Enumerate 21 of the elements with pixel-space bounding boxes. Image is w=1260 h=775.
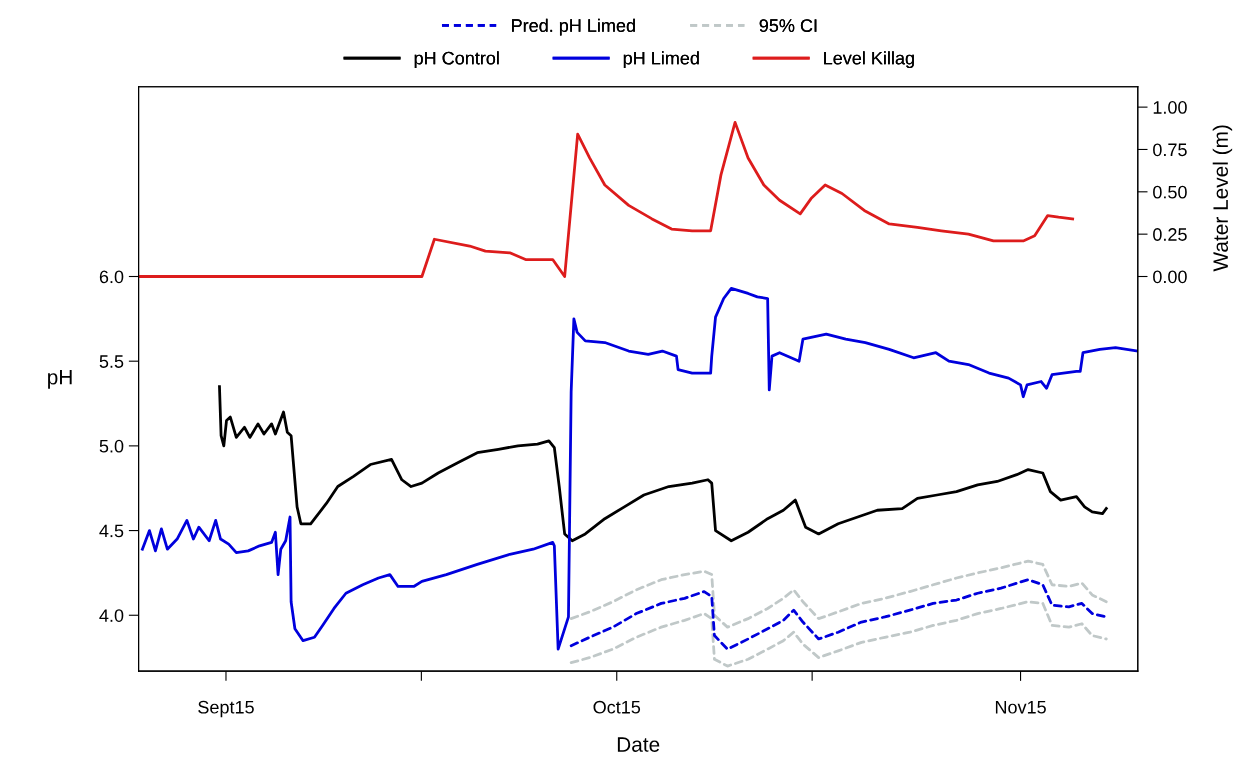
x-tick-label: Sept15 — [198, 700, 254, 718]
y2-axis-title: Water Level (m) — [1212, 125, 1233, 272]
y-tick-label: 4.0 — [99, 609, 124, 622]
x-axis-title: Date — [617, 737, 660, 752]
y-tick-label: 4.5 — [99, 524, 124, 538]
x-tick-label: Nov15 — [995, 700, 1046, 714]
y2-tick-label: 0.50 — [1153, 185, 1187, 199]
legend-label: pH Control — [414, 51, 499, 69]
y2-tick-label: 0.25 — [1153, 228, 1187, 241]
y-tick-label: 5.0 — [99, 439, 124, 453]
legend-label: Level Killag — [824, 51, 914, 69]
y-tick-label: 5.5 — [99, 355, 124, 368]
y-tick-label: 6.0 — [99, 270, 124, 284]
y2-tick-label: 0.00 — [1153, 270, 1187, 284]
legend-label: 95% CI — [759, 19, 817, 32]
legend-label: Pred. pH Limed — [512, 18, 635, 36]
y2-tick-label: 0.75 — [1153, 143, 1187, 157]
y2-tick-label: 1.00 — [1153, 101, 1187, 114]
x-tick-label: Oct15 — [593, 700, 641, 714]
legend-label: pH Limed — [623, 51, 699, 69]
y-axis-title: pH — [48, 370, 72, 389]
